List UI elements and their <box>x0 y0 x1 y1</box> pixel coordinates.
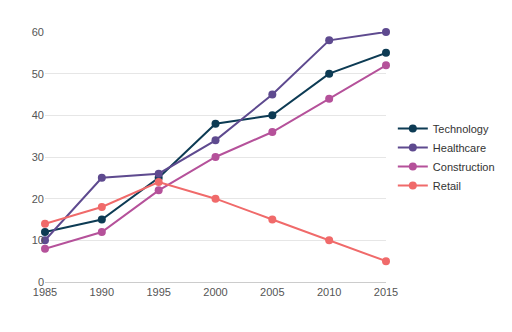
svg-text:50: 50 <box>32 68 44 80</box>
svg-text:Healthcare: Healthcare <box>433 142 486 154</box>
svg-text:20: 20 <box>32 193 44 205</box>
svg-text:60: 60 <box>32 26 44 38</box>
svg-text:1985: 1985 <box>33 286 57 298</box>
svg-text:Technology: Technology <box>433 123 489 135</box>
svg-text:2010: 2010 <box>317 286 341 298</box>
svg-text:40: 40 <box>32 109 44 121</box>
svg-text:30: 30 <box>32 151 44 163</box>
svg-text:2000: 2000 <box>203 286 227 298</box>
svg-text:0: 0 <box>38 276 44 288</box>
svg-text:10: 10 <box>32 234 44 246</box>
svg-text:Retail: Retail <box>433 180 461 192</box>
svg-text:1990: 1990 <box>90 286 114 298</box>
svg-text:Construction: Construction <box>433 161 495 173</box>
svg-text:1995: 1995 <box>146 286 170 298</box>
svg-text:2015: 2015 <box>374 286 398 298</box>
svg-text:2005: 2005 <box>260 286 284 298</box>
